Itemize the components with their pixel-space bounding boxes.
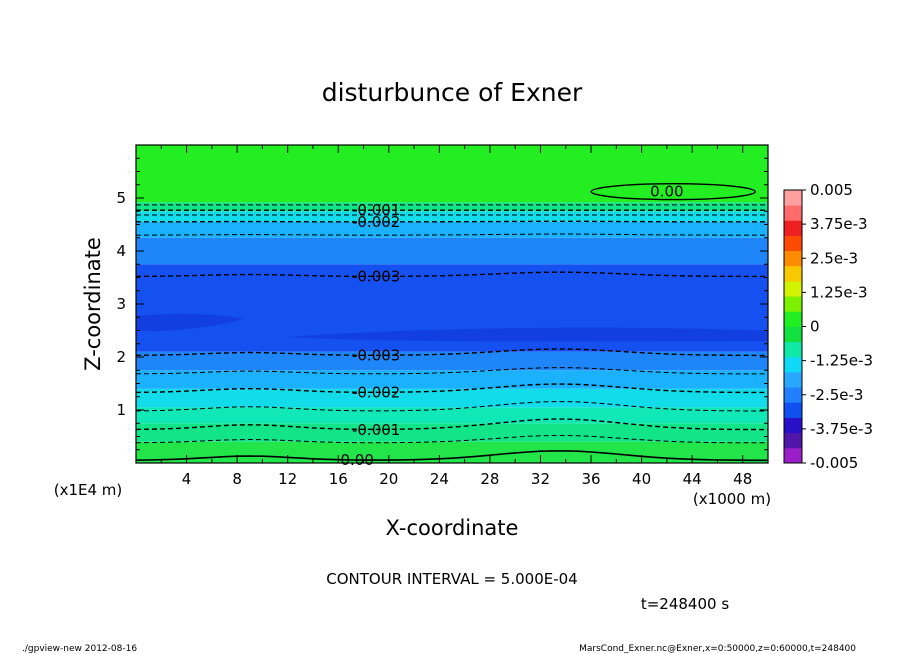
contour-lines: [136, 182, 768, 462]
colorbar-label-8: -0.005: [810, 454, 858, 472]
y-tick-label-1: 1: [116, 401, 126, 419]
colorbar-swatch-5: [784, 372, 802, 388]
contour-labels: 0.00-0.001-0.002-0.003-0.003-0.002-0.001…: [340, 183, 683, 469]
colorbar-swatch-4: [784, 387, 802, 403]
contour-line-n0.0015: [136, 401, 768, 412]
colorbar-swatch-3: [784, 402, 802, 418]
contour-line-n0.001: [136, 418, 768, 431]
contour-fill: [136, 145, 768, 463]
contour-band-5: [136, 351, 768, 371]
contour-label-6: -0.001: [352, 421, 400, 439]
colorbar-label-1: 3.75e-3: [810, 215, 868, 233]
colorbar-swatch-8: [784, 326, 802, 343]
y-axis: 1 2 3 4 5: [116, 144, 768, 464]
colorbar-label-5: -1.25e-3: [810, 352, 873, 370]
contour-line-0.00-upper: [590, 182, 757, 201]
contour-band-1: [136, 423, 768, 442]
x-tick-label-28: 28: [480, 470, 499, 488]
contour-band-10: [136, 202, 768, 212]
colorbar-label-0: 0.005: [810, 181, 853, 199]
x-tick-label-12: 12: [278, 470, 297, 488]
y-tick-label-4: 4: [116, 242, 126, 260]
y-tick-label-5: 5: [116, 189, 126, 207]
x-axis-label: X-coordinate: [386, 516, 519, 540]
chart-title: disturbunce of Exner: [322, 78, 583, 107]
colorbar-label-2: 2.5e-3: [810, 249, 858, 267]
contour-label-4: -0.003: [352, 346, 400, 364]
x-tick-label-36: 36: [581, 470, 600, 488]
colorbar-swatch-16: [784, 205, 802, 221]
contour-band-2: [136, 407, 768, 424]
contour-line-n0.002-upper: [136, 220, 768, 223]
x-tick-label-48: 48: [733, 470, 752, 488]
contour-band-9: [136, 211, 768, 222]
y-tick-label-2: 2: [116, 348, 126, 366]
contour-band-7: [136, 237, 768, 265]
contour-label-1: -0.001: [352, 201, 400, 219]
colorbar-label-7: -3.75e-3: [810, 420, 873, 438]
x-tick-label-16: 16: [329, 470, 348, 488]
contour-line-n0.0005: [136, 435, 768, 444]
y-axis-label: Z-coordinate: [81, 237, 105, 371]
x-tick-label-32: 32: [531, 470, 550, 488]
colorbar-swatch-12: [784, 265, 802, 282]
x-tick-label-24: 24: [430, 470, 449, 488]
x-tick-label-44: 44: [683, 470, 702, 488]
contour-line-n0.003-upper: [136, 271, 768, 278]
contour-label-2: -0.002: [352, 213, 400, 231]
contour-band-11: [136, 145, 768, 203]
colorbar-swatch-6: [784, 356, 802, 373]
colorbar-label-4: 0: [810, 318, 820, 336]
contour-line-0.00-lower: [136, 450, 768, 462]
colorbar-swatch-9: [784, 311, 802, 327]
minimum-patch-center: [287, 327, 768, 342]
contour-band-4: [136, 370, 768, 389]
x-tick-label-4: 4: [182, 470, 192, 488]
x-tick-label-8: 8: [232, 470, 242, 488]
contour-band-8: [136, 221, 768, 238]
x-tick-label-40: 40: [632, 470, 651, 488]
contour-label-3: -0.003: [352, 267, 400, 285]
contour-line-n0.003-lower: [136, 348, 768, 357]
x-unit-label: (x1000 m): [693, 490, 771, 508]
colorbar-swatch-0: [784, 447, 802, 464]
colorbar-swatch-14: [784, 235, 802, 252]
colorbar-swatch-13: [784, 250, 802, 267]
colorbar: 0.005 3.75e-3 2.5e-3 1.25e-3 0 -1.25e-3 -2.5e-…: [784, 181, 873, 472]
minimum-patch-left: [136, 313, 244, 332]
contour-label-7: 0.00: [340, 451, 373, 469]
footer-left: ./gpview-new 2012-08-16: [22, 644, 137, 654]
contour-line-n0.002: [136, 383, 768, 394]
colorbar-label-6: -2.5e-3: [810, 386, 863, 404]
colorbar-swatch-7: [784, 341, 802, 358]
colorbar-swatch-2: [784, 417, 802, 434]
contour-label-5: -0.002: [352, 384, 400, 402]
x-tick-label-20: 20: [379, 470, 398, 488]
time-text: t=248400 s: [641, 595, 729, 613]
colorbar-swatch-1: [784, 432, 802, 449]
contour-label-0: 0.00: [650, 183, 683, 201]
footer-right: MarsCond_Exner.nc@Exner,x=0:50000,z=0:60…: [579, 644, 856, 654]
colorbar-swatch-10: [784, 296, 802, 312]
colorbar-label-3: 1.25e-3: [810, 283, 868, 301]
colorbar-swatch-11: [784, 281, 802, 297]
contour-line-n0.0025-upper: [136, 233, 768, 236]
y-tick-label-3: 3: [116, 295, 126, 313]
contour-interval-text: CONTOUR INTERVAL = 5.000E-04: [326, 570, 577, 588]
contour-line-n0.0025: [136, 367, 768, 375]
colorbar-swatch-17: [784, 190, 802, 206]
x-axis: 4 8 12 16 20 24 28 32 36 40 44 48: [135, 145, 769, 488]
colorbar-swatch-15: [784, 220, 802, 236]
colorbar-frame: [783, 189, 803, 464]
y-unit-label: (x1E4 m): [54, 481, 123, 499]
contour-band-0: [136, 441, 768, 463]
contour-band-3: [136, 388, 768, 408]
